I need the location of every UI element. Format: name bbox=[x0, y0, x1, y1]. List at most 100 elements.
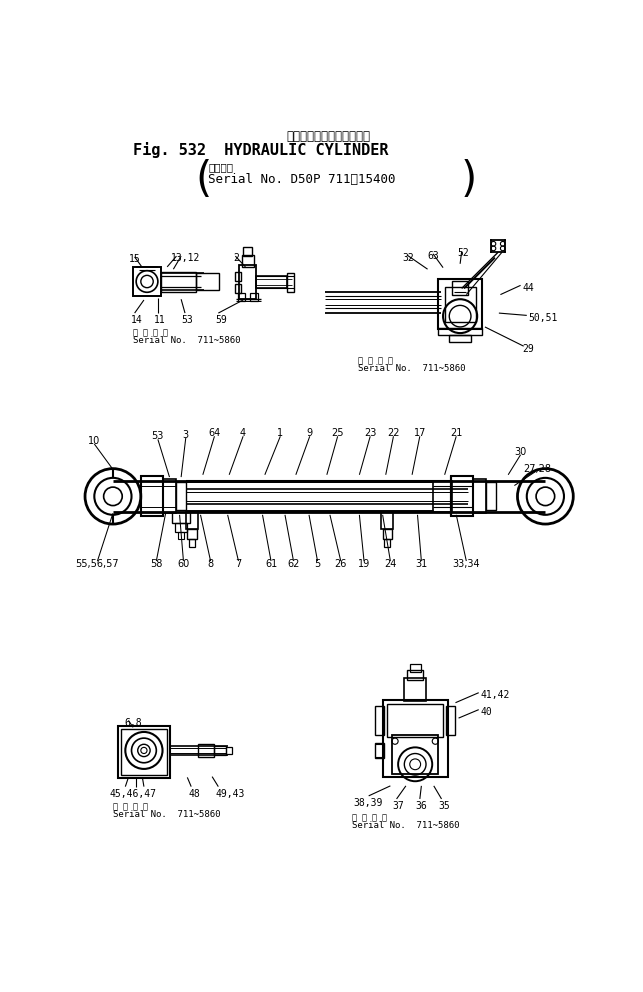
Text: 30: 30 bbox=[514, 446, 527, 456]
Bar bbox=[226, 747, 232, 754]
Bar bbox=[487, 482, 496, 510]
Text: 49,43: 49,43 bbox=[216, 789, 246, 799]
Text: 11: 11 bbox=[154, 315, 166, 325]
Text: 13,12: 13,12 bbox=[171, 253, 201, 263]
Bar bbox=[473, 479, 487, 513]
Text: 31: 31 bbox=[415, 559, 428, 569]
Text: Serial No. D50P 711～15400: Serial No. D50P 711～15400 bbox=[208, 173, 395, 186]
Text: 26: 26 bbox=[334, 559, 347, 569]
Text: 55,56,57: 55,56,57 bbox=[76, 559, 119, 569]
Text: 41,42: 41,42 bbox=[480, 690, 510, 700]
Text: 59: 59 bbox=[215, 315, 227, 325]
Text: 15: 15 bbox=[129, 254, 140, 264]
Bar bbox=[121, 729, 167, 775]
Text: 37: 37 bbox=[392, 802, 404, 811]
Bar bbox=[410, 665, 421, 672]
Text: 3: 3 bbox=[183, 430, 189, 439]
Text: ): ) bbox=[460, 159, 476, 201]
Bar bbox=[257, 276, 287, 289]
Text: 5: 5 bbox=[314, 559, 321, 569]
Bar bbox=[375, 705, 384, 735]
Text: 21: 21 bbox=[450, 429, 462, 438]
Text: (: ( bbox=[195, 159, 212, 201]
Text: 23: 23 bbox=[364, 429, 376, 438]
Text: 19: 19 bbox=[358, 559, 370, 569]
Bar bbox=[235, 284, 240, 293]
Text: 22: 22 bbox=[387, 429, 400, 438]
Bar bbox=[392, 735, 439, 774]
Text: 48: 48 bbox=[189, 789, 201, 799]
Text: 61: 61 bbox=[265, 559, 277, 569]
Bar bbox=[196, 273, 219, 290]
Bar bbox=[449, 335, 471, 341]
Text: 62: 62 bbox=[287, 559, 300, 569]
Bar bbox=[172, 512, 190, 523]
Text: 58: 58 bbox=[150, 559, 163, 569]
Bar bbox=[451, 476, 473, 517]
Bar bbox=[187, 529, 197, 540]
Bar bbox=[433, 481, 451, 512]
Text: 14: 14 bbox=[131, 315, 143, 325]
Bar bbox=[242, 255, 254, 267]
Text: 7: 7 bbox=[235, 559, 242, 569]
Text: 2: 2 bbox=[233, 253, 239, 263]
Text: 8: 8 bbox=[208, 559, 213, 569]
Bar bbox=[446, 705, 455, 735]
Text: 53: 53 bbox=[181, 315, 193, 325]
Bar bbox=[189, 540, 195, 548]
Bar bbox=[118, 726, 170, 778]
Bar bbox=[287, 273, 293, 292]
Bar bbox=[387, 704, 443, 737]
Bar bbox=[250, 293, 258, 301]
Text: 64: 64 bbox=[208, 429, 221, 438]
Bar bbox=[239, 265, 257, 300]
Bar bbox=[383, 529, 392, 540]
Bar bbox=[381, 512, 394, 529]
Text: 適用号機: 適用号機 bbox=[208, 162, 233, 173]
Text: 27,28: 27,28 bbox=[523, 463, 552, 473]
Bar bbox=[198, 744, 213, 757]
Text: 60: 60 bbox=[177, 559, 190, 569]
Text: 適 用 号 機: 適 用 号 機 bbox=[113, 802, 148, 811]
Text: 29: 29 bbox=[522, 344, 534, 354]
Bar bbox=[176, 482, 186, 510]
Text: 53: 53 bbox=[152, 432, 164, 441]
Bar bbox=[186, 512, 198, 529]
Text: 10: 10 bbox=[88, 435, 100, 445]
Bar bbox=[453, 281, 468, 295]
Text: 33,34: 33,34 bbox=[453, 559, 480, 569]
Text: 適 用 号 機: 適 用 号 機 bbox=[133, 328, 168, 337]
Text: 52: 52 bbox=[458, 248, 469, 258]
Text: 50,51: 50,51 bbox=[529, 313, 557, 323]
Text: 1: 1 bbox=[277, 429, 284, 438]
Bar bbox=[383, 699, 448, 777]
Text: 6,8: 6,8 bbox=[125, 718, 142, 728]
Bar bbox=[133, 267, 161, 297]
Text: Serial No.  711~5860: Serial No. 711~5860 bbox=[133, 336, 240, 345]
Bar bbox=[404, 679, 426, 701]
Text: 35: 35 bbox=[439, 802, 450, 811]
Text: 適 用 号 機: 適 用 号 機 bbox=[358, 356, 393, 365]
Bar bbox=[444, 287, 476, 321]
Bar bbox=[141, 476, 163, 517]
Text: 24: 24 bbox=[384, 559, 397, 569]
Text: Serial No.  711~5860: Serial No. 711~5860 bbox=[358, 364, 466, 373]
Text: 17: 17 bbox=[413, 429, 426, 438]
Text: 36: 36 bbox=[415, 802, 427, 811]
Text: 9: 9 bbox=[307, 429, 313, 438]
Bar bbox=[384, 540, 390, 548]
Text: 適 用 号 機: 適 用 号 機 bbox=[352, 813, 386, 822]
Text: 32: 32 bbox=[402, 253, 413, 263]
Bar bbox=[161, 272, 196, 292]
Text: 25: 25 bbox=[331, 429, 344, 438]
Text: 40: 40 bbox=[480, 707, 492, 717]
Text: 38,39: 38,39 bbox=[353, 799, 383, 808]
Text: Serial No.  711~5860: Serial No. 711~5860 bbox=[113, 809, 221, 818]
Bar bbox=[243, 247, 253, 256]
Bar bbox=[178, 532, 185, 540]
Bar bbox=[235, 272, 240, 281]
Bar bbox=[175, 523, 187, 532]
Text: 44: 44 bbox=[522, 283, 534, 293]
Bar bbox=[163, 479, 176, 513]
Bar bbox=[238, 293, 246, 301]
